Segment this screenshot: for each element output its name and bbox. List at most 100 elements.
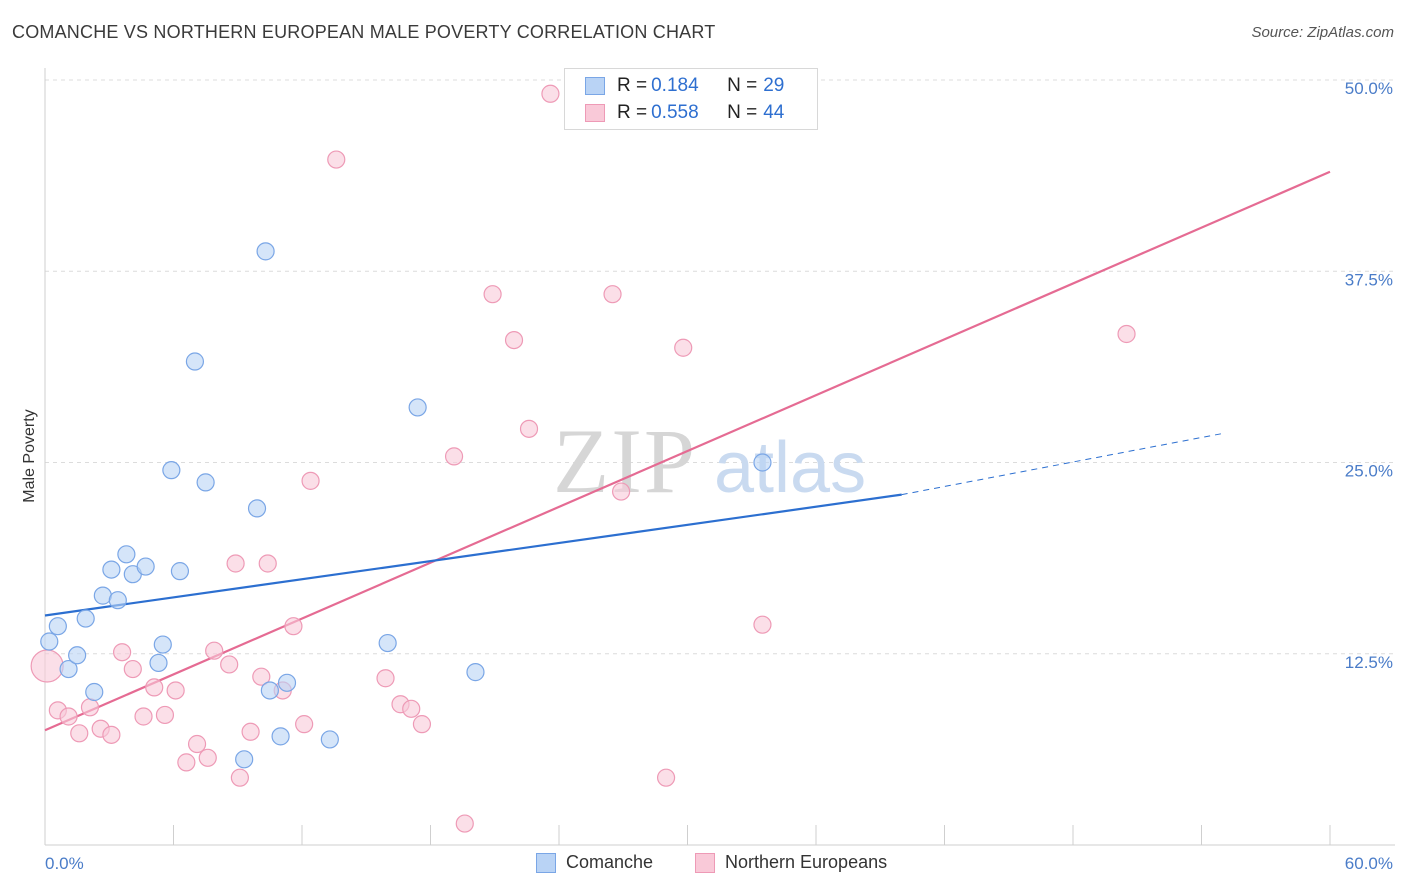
legend-r-value: 0.558: [651, 102, 699, 123]
point-northern-europeans: [198, 748, 217, 767]
point-northern-europeans: [483, 285, 502, 304]
point-comanche: [196, 473, 215, 492]
point-northern-europeans: [258, 554, 277, 573]
trend-line-northern-europeans: [44, 170, 1331, 732]
point-comanche: [320, 730, 339, 749]
point-northern-europeans: [134, 707, 153, 726]
point-comanche: [48, 617, 67, 636]
point-comanche: [271, 727, 290, 746]
point-comanche: [260, 681, 279, 700]
bottom-legend-swatch-pink: [695, 852, 715, 873]
watermark-atlas: atlas: [714, 428, 866, 508]
point-comanche: [93, 586, 112, 605]
point-northern-europeans: [284, 617, 303, 636]
legend-n-value: 29: [763, 75, 785, 96]
point-northern-europeans: [301, 471, 320, 490]
point-northern-europeans: [30, 649, 64, 683]
point-northern-europeans: [220, 655, 239, 674]
point-comanche: [40, 632, 59, 651]
source-label: Source: ZipAtlas.com: [1251, 24, 1394, 41]
point-comanche: [68, 646, 87, 665]
point-northern-europeans: [177, 753, 196, 772]
point-comanche: [102, 560, 121, 579]
point-northern-europeans: [753, 615, 772, 634]
point-northern-europeans: [166, 681, 185, 700]
legend-swatch-pink: [585, 104, 605, 122]
point-comanche: [108, 591, 127, 610]
y-tick-label: 12.5%: [1345, 653, 1393, 672]
chart-title: COMANCHE VS NORTHERN EUROPEAN MALE POVER…: [12, 22, 716, 42]
point-comanche: [149, 653, 168, 673]
point-northern-europeans: [252, 667, 271, 686]
point-comanche: [117, 545, 136, 564]
gridlines: [45, 79, 1395, 655]
y-axis-title: Male Poverty: [21, 409, 38, 502]
watermark: ZIP atlas: [553, 410, 866, 512]
bottom-legend-label: Comanche: [566, 852, 654, 872]
point-northern-europeans: [102, 725, 121, 744]
point-northern-europeans: [504, 331, 524, 350]
legend-r-value: 0.184: [651, 75, 699, 96]
tick-labels: 12.5% 25.0% 37.5% 50.0% 0.0% 60.0%: [45, 79, 1393, 873]
point-comanche: [753, 453, 772, 472]
bottom-legend-comanche: Comanche: [536, 852, 653, 873]
point-northern-europeans: [295, 715, 314, 734]
point-northern-europeans: [674, 338, 693, 357]
point-comanche: [162, 461, 181, 480]
point-northern-europeans: [412, 715, 432, 734]
legend-n-label: N =: [727, 75, 758, 96]
y-tick-label: 37.5%: [1345, 270, 1393, 289]
point-northern-europeans: [541, 84, 560, 103]
point-comanche: [59, 659, 78, 679]
legend-n-label: N =: [727, 102, 758, 123]
legend-row-comanche: R = 0.184 N = 29: [585, 73, 784, 99]
point-comanche: [247, 499, 267, 518]
point-northern-europeans: [241, 722, 260, 741]
point-northern-europeans: [444, 447, 464, 466]
bottom-legend-label: Northern Europeans: [725, 852, 888, 872]
point-northern-europeans: [145, 678, 164, 697]
data-points: [30, 84, 1136, 833]
point-comanche: [85, 682, 104, 702]
point-comanche: [235, 750, 254, 769]
legend-swatch-blue: [585, 77, 605, 95]
point-northern-europeans: [155, 705, 175, 725]
legend-r-label: R =: [617, 75, 648, 96]
point-northern-europeans: [376, 669, 395, 688]
x-tick-label-max: 60.0%: [1345, 854, 1393, 873]
point-northern-europeans: [1117, 324, 1136, 344]
point-northern-europeans: [402, 699, 421, 718]
bottom-legend-northern-europeans: Northern Europeans: [695, 852, 887, 873]
point-northern-europeans: [455, 814, 474, 833]
point-northern-europeans: [123, 659, 142, 679]
x-tick-label-min: 0.0%: [45, 854, 84, 873]
point-northern-europeans: [612, 482, 631, 501]
point-northern-europeans: [59, 707, 78, 726]
point-northern-europeans: [603, 285, 622, 304]
legend-n-value: 44: [763, 102, 785, 123]
point-comanche: [136, 557, 155, 576]
axes: [44, 68, 1395, 846]
point-northern-europeans: [112, 643, 132, 662]
point-comanche: [185, 352, 205, 371]
legend-r-label: R =: [617, 102, 648, 123]
point-comanche: [76, 609, 95, 628]
point-comanche: [170, 562, 190, 581]
point-northern-europeans: [226, 554, 245, 573]
point-northern-europeans: [519, 419, 539, 438]
point-comanche: [277, 673, 297, 692]
trend-lines: [44, 170, 1331, 732]
point-northern-europeans: [656, 768, 676, 787]
correlation-legend: R = 0.184 N = 29 R = 0.558 N = 44: [564, 68, 818, 130]
bottom-legend-swatch-blue: [536, 852, 556, 873]
trend-line-comanche-extension: [901, 432, 1224, 496]
point-northern-europeans: [80, 698, 100, 717]
point-comanche: [153, 635, 172, 654]
point-comanche: [256, 242, 275, 261]
point-northern-europeans: [70, 724, 89, 743]
point-northern-europeans: [187, 734, 207, 754]
point-northern-europeans: [205, 641, 224, 660]
point-comanche: [378, 633, 397, 653]
y-tick-label: 50.0%: [1345, 79, 1393, 98]
